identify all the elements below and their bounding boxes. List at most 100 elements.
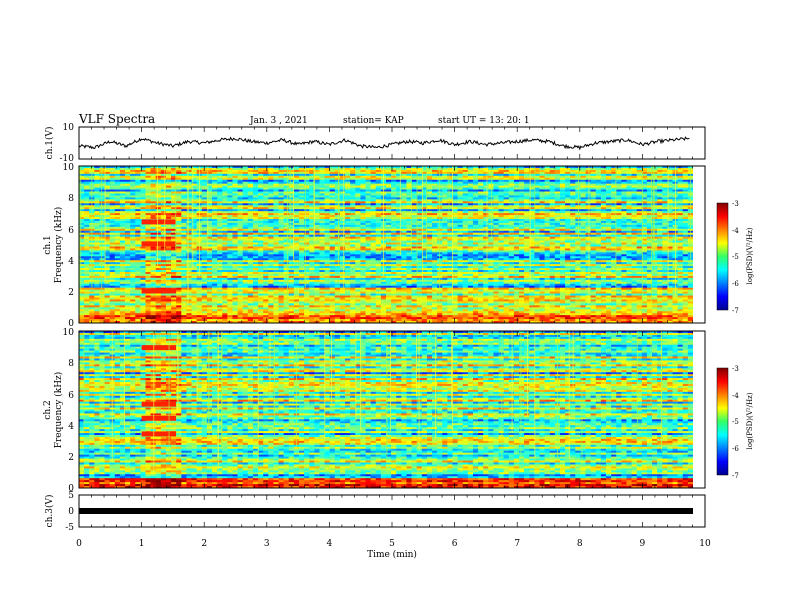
spectrogram-cell [288, 187, 295, 191]
spectrogram-cell [319, 266, 326, 269]
spectrogram-cell [247, 250, 254, 253]
spectrogram-cell [160, 177, 167, 181]
spectrogram-cell [375, 169, 382, 173]
spectrogram-cell [304, 203, 310, 206]
spectrogram-cell [258, 224, 264, 228]
spectrogram-cell [293, 242, 300, 246]
spectrogram-cell [150, 277, 157, 281]
spectrogram-cell [232, 246, 239, 250]
spectrogram-cell [114, 279, 121, 283]
spectrogram-cell [350, 313, 356, 316]
spectrogram-cell [145, 185, 152, 189]
spectrogram-cell [135, 309, 141, 312]
spectrogram-cell [252, 222, 259, 226]
spectrogram-cell [155, 311, 162, 314]
spectrogram-cell [232, 262, 239, 265]
spectrogram-cell [350, 299, 356, 303]
spectrogram-cell [304, 268, 310, 271]
spectrogram-cell [355, 283, 362, 287]
spectrogram-cell [165, 183, 172, 187]
spectrogram-cell [201, 171, 208, 175]
spectrogram-cell [293, 262, 300, 265]
spectrogram-cell [268, 226, 275, 230]
spectrogram-cell [375, 226, 382, 230]
spectrogram-cell [84, 262, 90, 265]
spectrogram-cell [135, 311, 141, 314]
spectrogram-cell [217, 238, 223, 242]
spectrogram-cell [329, 173, 336, 177]
spectrogram-cell [319, 209, 326, 212]
spectrogram-cell [171, 273, 177, 277]
spectrogram-cell [191, 171, 198, 175]
spectrogram-cell [130, 313, 136, 316]
spectrogram-cell [355, 277, 362, 281]
spectrogram-cell [268, 303, 275, 306]
spectrogram-cell [360, 275, 367, 279]
spectrogram-cell [94, 258, 101, 261]
spectrogram-cell [268, 211, 275, 214]
spectrogram-cell [345, 311, 351, 314]
spectrogram-cell [293, 171, 300, 175]
spectrogram-cell [309, 289, 315, 293]
spectrogram-cell [309, 185, 315, 189]
spectrogram-cell [84, 213, 90, 216]
spectrogram-cell [145, 207, 152, 210]
spectrogram-cell [104, 191, 111, 195]
spectrogram-cell [304, 277, 310, 281]
spectrogram-cell [339, 236, 346, 240]
ch1-waveform-panel: 10 -10 ch.1(V) [44, 123, 706, 164]
spectrogram-cell [278, 313, 285, 316]
spectrogram-cell [273, 305, 280, 308]
spectrogram-cell [365, 179, 372, 183]
spectrogram-cell [84, 281, 90, 285]
spectrogram-cell [350, 252, 356, 255]
spectrogram-cell [293, 293, 300, 297]
spectrogram-cell [109, 279, 116, 283]
spectrogram-cell [186, 319, 193, 322]
spectrogram-cell [391, 171, 397, 175]
spectrogram-cell [109, 171, 116, 175]
spectrogram-cell [94, 175, 101, 179]
spectrogram-cell [135, 266, 141, 269]
spectrogram-cell [386, 291, 392, 295]
spectrogram-cell [375, 222, 382, 226]
spectrogram-cell [242, 311, 249, 314]
spectrogram-cell [334, 215, 341, 218]
spectrogram-cell [160, 321, 167, 323]
spectrogram-cell [109, 313, 116, 316]
spectrogram-cell [370, 252, 377, 255]
spectrogram-cell [186, 177, 193, 181]
spectrogram-cell [252, 213, 259, 216]
spectrogram-cell [104, 222, 111, 226]
spectrogram-cell [99, 185, 106, 189]
spectrogram-cell [309, 211, 315, 214]
spectrogram-cell [386, 242, 392, 246]
spectrogram-cell [94, 254, 101, 257]
spectrogram-cell [99, 289, 106, 293]
spectrogram-cell [314, 213, 321, 216]
spectrogram-cell [217, 193, 223, 197]
spectrogram-cell [222, 238, 228, 242]
spectrogram-cell [227, 262, 234, 265]
spectrogram-cell [217, 171, 223, 175]
spectrogram-cell [314, 315, 321, 318]
spectrogram-cell [288, 213, 295, 216]
spectrogram-cell [206, 303, 213, 306]
spectrogram-cell [334, 319, 341, 322]
spectrogram-cell [334, 301, 341, 304]
spectrogram-cell [304, 248, 310, 251]
spectrogram-cell [329, 217, 336, 220]
spectrogram-cell [94, 246, 101, 250]
spectrogram-cell [278, 305, 285, 308]
spectrogram-cell [252, 287, 259, 291]
spectrogram-cell [386, 315, 392, 318]
spectrogram-cell [222, 250, 228, 253]
spectrogram-cell [186, 321, 193, 323]
spectrogram-cell [140, 173, 147, 177]
spectrogram-cell [309, 173, 315, 177]
spectrogram-cell [360, 264, 367, 267]
spectrogram-cell [140, 321, 147, 323]
spectrogram-cell [145, 238, 152, 242]
spectrogram-cell [350, 258, 356, 261]
spectrogram-cell [375, 271, 382, 275]
